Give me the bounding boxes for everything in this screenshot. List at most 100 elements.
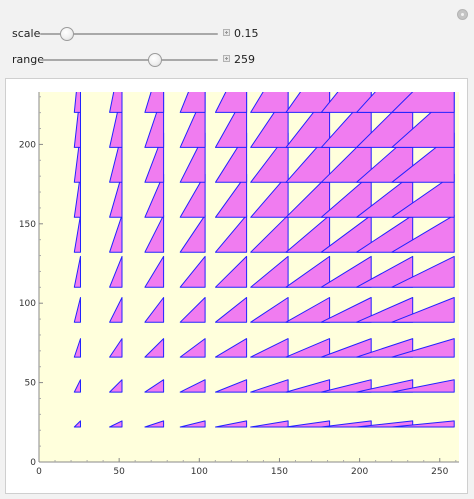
triangle-marker [73, 92, 81, 113]
triangle-marker [73, 420, 81, 428]
triangle-marker [73, 132, 81, 183]
plot-frame: 0 50 100 150 200 250 0 50 100 150 200 [5, 78, 468, 494]
range-expand-icon[interactable] [223, 55, 230, 62]
triangle-marker [391, 132, 455, 183]
triangle-marker [109, 379, 123, 393]
triangle-marker [73, 214, 81, 253]
triangle-marker [320, 255, 372, 288]
triangle-marker [250, 132, 289, 183]
x-tick-label: 250 [431, 467, 448, 477]
triangle-marker [391, 214, 455, 253]
triangle-marker [144, 297, 165, 323]
scale-slider[interactable] [40, 27, 218, 41]
triangle-marker [109, 297, 123, 323]
y-tick-label: 0 [30, 458, 36, 468]
triangle-marker [320, 214, 372, 253]
y-tick-label: 200 [19, 140, 36, 150]
triangle-marker [179, 338, 206, 358]
triangle-marker [215, 173, 248, 218]
y-tick-label: 100 [19, 299, 36, 309]
range-slider[interactable] [40, 53, 218, 67]
triangle-marker [320, 132, 372, 183]
triangle-marker [250, 297, 289, 323]
triangle-marker [250, 379, 289, 393]
triangle-marker [285, 379, 331, 393]
x-tick-label: 150 [271, 467, 288, 477]
triangle-marker [179, 173, 206, 218]
triangle-marker [73, 379, 81, 393]
triangle-marker [320, 379, 372, 393]
triangle-marker [285, 338, 331, 358]
triangle-marker [250, 420, 289, 428]
triangle-marker [250, 255, 289, 288]
triangle-marker [215, 214, 248, 253]
scale-slider-thumb[interactable] [59, 27, 74, 41]
triangle-marker [109, 255, 123, 288]
triangle-marker [144, 132, 165, 183]
triangle-marker [391, 255, 455, 288]
triangle-marker [179, 132, 206, 183]
triangle-marker [356, 338, 414, 358]
triangle-marker [250, 173, 289, 218]
scale-expand-icon[interactable] [223, 29, 230, 36]
triangle-marker [179, 214, 206, 253]
triangle-marker [109, 173, 123, 218]
triangle-marker [109, 420, 123, 428]
triangle-marker [215, 297, 248, 323]
triangle-marker [144, 214, 165, 253]
triangle-marker [320, 297, 372, 323]
triangle-marker [144, 92, 165, 113]
scale-value: 0.15 [234, 27, 259, 40]
triangle-marker [391, 297, 455, 323]
scale-control: scale 0.15 [0, 24, 474, 44]
range-slider-track[interactable] [40, 59, 218, 61]
triangle-marker [144, 379, 165, 393]
triangle-marker [356, 297, 414, 323]
triangle-marker [109, 338, 123, 358]
triangle-marker [356, 379, 414, 393]
triangle-marker [285, 92, 331, 113]
range-slider-thumb[interactable] [148, 53, 163, 67]
x-tick-label: 100 [191, 467, 208, 477]
y-tick-label: 50 [25, 379, 37, 389]
triangle-marker [179, 379, 206, 393]
gear-icon[interactable] [457, 9, 468, 20]
x-tick-label: 200 [351, 467, 368, 477]
triangle-marker [215, 379, 248, 393]
triangle-marker [250, 214, 289, 253]
triangle-marker [73, 255, 81, 288]
triangle-marker [250, 92, 289, 113]
scale-slider-track[interactable] [40, 33, 218, 35]
triangle-marker [215, 92, 248, 113]
triangle-marker [250, 338, 289, 358]
range-label: range [12, 53, 44, 66]
triangle-marker [144, 338, 165, 358]
x-tick-label: 50 [113, 467, 125, 477]
triangle-marker [285, 255, 331, 288]
triangle-marker [109, 214, 123, 253]
triangle-marker [144, 420, 165, 428]
triangle-marker [391, 379, 455, 393]
triangle-marker [215, 338, 248, 358]
triangle-marker [215, 420, 248, 428]
triangle-marker [285, 420, 331, 428]
triangle-marker [391, 338, 455, 358]
triangle-marker [320, 92, 372, 113]
triangle-layer [73, 92, 455, 428]
triangle-marker [73, 338, 81, 358]
triangle-marker [320, 338, 372, 358]
x-tick-label: 0 [36, 467, 42, 477]
triangle-marker [285, 214, 331, 253]
triangle-marker [356, 420, 414, 428]
triangle-marker [179, 255, 206, 288]
range-control: range 259 [0, 50, 474, 70]
triangle-marker [356, 255, 414, 288]
triangle-marker [356, 214, 414, 253]
triangle-marker [73, 173, 81, 218]
triangle-marker [391, 173, 455, 218]
triangle-marker [356, 173, 414, 218]
range-value: 259 [234, 53, 255, 66]
scale-label: scale [12, 27, 41, 40]
triangle-marker [179, 297, 206, 323]
triangle-marker [73, 297, 81, 323]
